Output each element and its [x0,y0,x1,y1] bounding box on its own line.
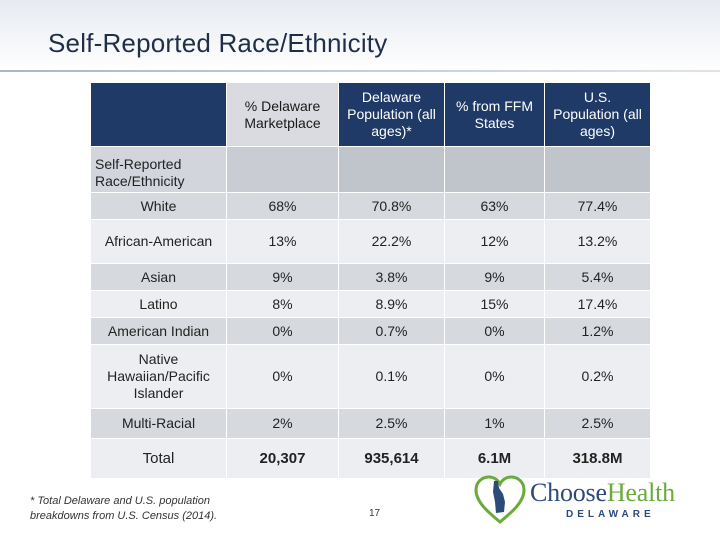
cell-value: 0% [444,344,545,409]
cell-value: 17.4% [544,290,651,318]
subheader-blank [444,146,545,193]
table-row: Native Hawaiian/Pacific Islander 0% 0.1%… [90,344,651,409]
total-label: Total [90,438,227,479]
cell-value: 0.2% [544,344,651,409]
row-label: White [90,192,227,220]
total-value: 6.1M [444,438,545,479]
ethnicity-table: % Delaware Marketplace Delaware Populati… [90,82,651,479]
cell-value: 2.5% [544,408,651,439]
subheader-blank [544,146,651,193]
cell-value: 15% [444,290,545,318]
total-row: Total 20,307 935,614 6.1M 318.8M [90,438,651,479]
ethnicity-table-container: % Delaware Marketplace Delaware Populati… [90,82,651,479]
cell-value: 13.2% [544,219,651,264]
page-number: 17 [369,508,381,519]
cell-value: 0% [226,344,339,409]
total-value: 20,307 [226,438,339,479]
row-label: Native Hawaiian/Pacific Islander [90,344,227,409]
cell-value: 2% [226,408,339,439]
cell-value: 63% [444,192,545,220]
cell-value: 3.8% [338,263,445,291]
cell-value: 12% [444,219,545,264]
cell-value: 0% [226,317,339,345]
census-footnote: * Total Delaware and U.S. population bre… [30,495,218,522]
title-divider [0,70,720,72]
subheader-blank [226,146,339,193]
header-row: % Delaware Marketplace Delaware Populati… [90,82,651,147]
cell-value: 70.8% [338,192,445,220]
logo-subtitle: DELAWARE [566,509,655,520]
row-label: African-American [90,219,227,264]
cell-value: 8.9% [338,290,445,318]
table-row: African-American 13% 22.2% 12% 13.2% [90,219,651,264]
cell-value: 0.7% [338,317,445,345]
total-value: 318.8M [544,438,651,479]
row-label: Latino [90,290,227,318]
cell-value: 77.4% [544,192,651,220]
cell-value: 22.2% [338,219,445,264]
header-corner [90,82,227,147]
slide-title: Self-Reported Race/Ethnicity [48,28,388,58]
cell-value: 5.4% [544,263,651,291]
cell-value: 68% [226,192,339,220]
subheader-row: Self-Reported Race/Ethnicity [90,146,651,193]
total-value: 935,614 [338,438,445,479]
cell-value: 9% [226,263,339,291]
cell-value: 8% [226,290,339,318]
table-row: American Indian 0% 0.7% 0% 1.2% [90,317,651,345]
delaware-heart-icon [474,475,526,524]
table-row: Asian 9% 3.8% 9% 5.4% [90,263,651,291]
logo-wordmark-choose: Choose [530,478,607,507]
header-us-population: U.S. Population (all ages) [544,82,651,147]
table-row: Latino 8% 8.9% 15% 17.4% [90,290,651,318]
logo-wordmark: ChooseHealth [530,478,675,508]
logo-wordmark-health: Health [606,478,675,507]
row-header-label: Self-Reported Race/Ethnicity [90,146,227,193]
cell-value: 0.1% [338,344,445,409]
cell-value: 2.5% [338,408,445,439]
cell-value: 9% [444,263,545,291]
row-label: American Indian [90,317,227,345]
header-ffm-states: % from FFM States [444,82,545,147]
cell-value: 1% [444,408,545,439]
row-label: Asian [90,263,227,291]
header-delaware-marketplace: % Delaware Marketplace [226,82,339,147]
cell-value: 0% [444,317,545,345]
choose-health-delaware-logo: ChooseHealth DELAWARE [472,472,702,528]
row-label: Multi-Racial [90,408,227,439]
title-band [0,0,720,72]
cell-value: 13% [226,219,339,264]
header-delaware-population: Delaware Population (all ages)* [338,82,445,147]
subheader-blank [338,146,445,193]
table-row: White 68% 70.8% 63% 77.4% [90,192,651,220]
cell-value: 1.2% [544,317,651,345]
table-row: Multi-Racial 2% 2.5% 1% 2.5% [90,408,651,439]
